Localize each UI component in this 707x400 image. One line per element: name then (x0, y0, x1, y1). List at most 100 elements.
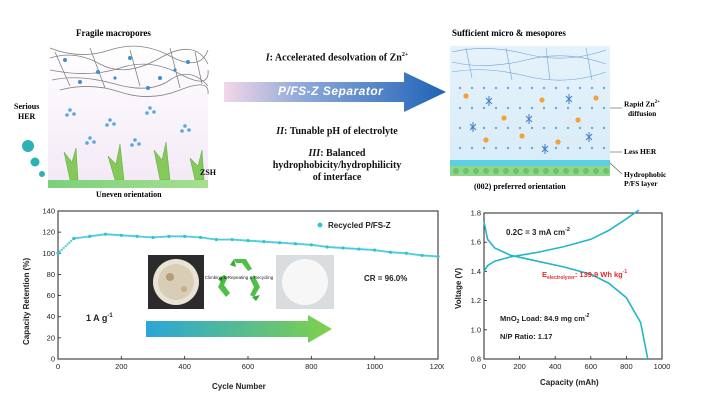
cycling-trace-point (224, 238, 227, 241)
cycling-trace-point (102, 233, 105, 236)
recycle-icon-text: Climbing & Repeating & Recycling (205, 275, 274, 280)
voltage-chart: 0 200 400 600 800 1000 0.8 1.0 1.2 1.4 1.6 1.8 Volt… (452, 205, 704, 395)
cycling-trace-point (387, 250, 390, 254)
cycling-y-tick-label: 140 (42, 207, 55, 216)
voltage-x-tick-label: 1000 (654, 362, 671, 371)
cycling-trace-point (193, 235, 196, 239)
cycling-trace-point (121, 234, 124, 237)
energy-value: : 139.9 Wh kg (575, 270, 623, 279)
cycling-trace-point (125, 234, 128, 237)
cycling-trace-point (231, 238, 234, 241)
cycling-trace-point (389, 251, 392, 254)
voltage-x-tick-label: 0 (482, 362, 486, 371)
cycling-trace-point (395, 251, 398, 254)
voltage-x-tick-label: 600 (585, 362, 598, 371)
cycling-chart: 020040060080010001200020406080100120140 … (20, 205, 446, 395)
cycling-trace-point (353, 247, 356, 250)
cycling-trace-point (212, 238, 215, 241)
mechanism-1-text: : Accelerated desolvation of Zn (269, 52, 402, 64)
right-label-rapid-line1: Rapid Zn (624, 99, 655, 109)
cycling-trace-point (104, 233, 107, 236)
cycling-trace-point (404, 252, 407, 255)
cycling-trace-point (184, 235, 187, 238)
cycling-trace-point (372, 248, 375, 252)
cycling-trace-point (203, 236, 206, 240)
cycling-trace-point (416, 253, 419, 256)
right-label-rapid-sup: 2+ (654, 100, 661, 105)
cycling-y-tick-label: 0 (51, 355, 55, 364)
cycling-trace-point (229, 238, 232, 241)
cycling-trace-point (85, 235, 88, 238)
cycling-trace-point (393, 251, 396, 254)
cycling-trace-point (170, 235, 174, 238)
cycling-x-tick-label: 600 (242, 362, 255, 371)
voltage-plot-frame (483, 212, 663, 360)
cycling-trace-point (226, 238, 229, 241)
cycling-trace-point (406, 252, 409, 255)
cycling-trace-point (74, 237, 77, 240)
cycling-trace-point (307, 243, 310, 246)
cycling-trace-point (340, 246, 343, 249)
cycling-trace-point (70, 239, 73, 242)
left-bottom-label: Uneven orientation (96, 190, 162, 199)
voltage-discharge-line (483, 221, 649, 360)
right-bottom-label: (002) preferred orientation (474, 182, 566, 191)
voltage-energy-annotation: Eelectrolyzer: 139.9 Wh kg-1 (542, 269, 627, 281)
cycling-trace-point (94, 234, 98, 237)
cycling-trace-point (218, 238, 221, 241)
cycling-trace-point (134, 235, 137, 238)
cycling-trace-point (349, 247, 352, 250)
cycling-trace-point (360, 248, 364, 251)
cycling-trace-point (313, 244, 316, 247)
cycling-trace-point (189, 235, 193, 238)
cycling-trace-point (138, 235, 141, 238)
cycling-trace-point (414, 253, 417, 256)
cycling-trace-point (410, 252, 413, 256)
right-label-rapid-line2: diffusion (628, 108, 657, 118)
cycling-trace-point (157, 235, 160, 239)
cycling-y-tick-label: 40 (47, 312, 55, 321)
voltage-y-tick-label: 1.0 (471, 325, 481, 334)
cycling-trace-point (136, 235, 139, 238)
energy-sub: electrolyzer (547, 275, 575, 281)
cycling-trace-point (279, 241, 282, 244)
cycling-trace-point (222, 238, 225, 241)
cycling-cr-annotation: CR = 96.0% (364, 274, 407, 283)
cycling-x-label: Cycle Number (212, 382, 266, 391)
cycling-trace-point (400, 251, 403, 255)
cycling-x-tick-label: 200 (115, 362, 128, 371)
cycling-trace-point (322, 245, 326, 248)
cycling-trace-point (112, 233, 115, 236)
voltage-y-tick-label: 1.8 (471, 209, 481, 218)
cycling-trace-point (269, 241, 272, 244)
energy-sup: -1 (623, 269, 628, 275)
cycling-trace-point (174, 235, 177, 238)
cycling-trace-point (83, 235, 86, 239)
cycling-trace-point (248, 239, 251, 242)
voltage-np-annotation: N/P Ratio: 1.17 (500, 332, 552, 341)
cycling-trace-point (64, 245, 67, 248)
cycling-trace-point (214, 238, 217, 241)
cycling-y-tick-label: 120 (42, 228, 55, 237)
cycling-trace-point (252, 239, 255, 243)
left-side-label-her: HER (18, 112, 36, 121)
cycling-trace-point (172, 235, 175, 238)
cycling-trace-point (435, 255, 438, 258)
cycling-trace-point (220, 238, 223, 241)
cycling-trace-point (391, 251, 394, 254)
right-label-hydrophobic-line2: P/FS layer (624, 179, 658, 188)
mechanism-2-text: : Tunable pH of electrolyte (284, 126, 398, 137)
cycling-trace-point (239, 238, 242, 242)
cycling-trace-point (315, 244, 318, 247)
cycling-trace-point (227, 238, 231, 241)
cycling-trace-point (288, 242, 291, 245)
voltage-series-lines (483, 209, 649, 360)
cycling-trace-point (258, 240, 261, 243)
cycling-trace-point (311, 243, 314, 247)
inset-recycled-separator-photo (276, 255, 334, 309)
mechanism-3-line2: hydrophobicity/hydrophilicity (272, 160, 402, 171)
cycling-trace-point (58, 250, 62, 253)
cycling-trace-point (338, 246, 341, 249)
